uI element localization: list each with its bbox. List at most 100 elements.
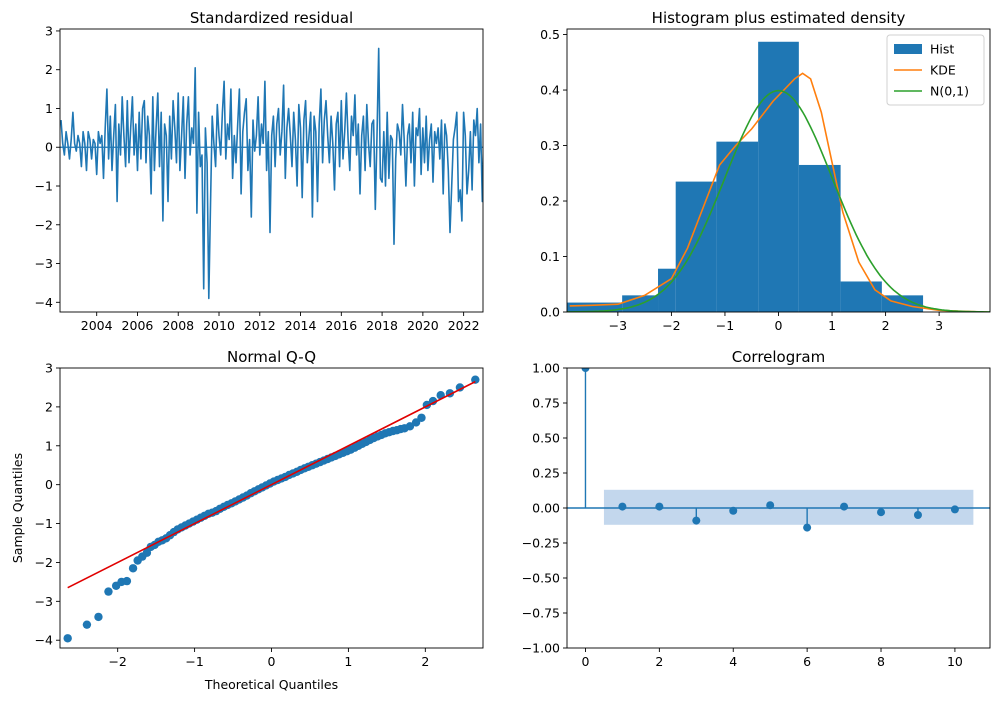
y-tick-label: −2 [35, 217, 53, 232]
normal-density-line [567, 89, 990, 312]
qq-point [94, 612, 103, 622]
qq-point [63, 634, 72, 643]
histogram-bar [675, 181, 717, 312]
y-tick-label: 1.00 [532, 361, 560, 376]
x-tick-label: 1 [828, 318, 836, 333]
y-tick-label: 2 [45, 62, 53, 77]
x-tick-label: −3 [609, 318, 627, 333]
y-tick-label: 0.5 [540, 27, 560, 42]
y-tick-label: −4 [35, 633, 53, 648]
y-tick-label: 0.1 [540, 249, 560, 264]
qq-point [428, 396, 438, 406]
histogram-bar [758, 41, 799, 312]
histogram-bar [840, 281, 882, 312]
acf-marker [729, 506, 738, 515]
y-tick-label: 0.4 [540, 83, 560, 98]
acf-marker [655, 502, 664, 511]
kde-line [569, 72, 988, 312]
y-tick-label: −3 [35, 256, 53, 271]
y-tick-label: −0.50 [522, 571, 560, 586]
plot-area [567, 41, 990, 312]
acf-marker [692, 516, 701, 525]
y-tick-label: 0.50 [532, 431, 560, 446]
reference-line [67, 380, 476, 589]
y-tick-label: −4 [35, 295, 53, 310]
x-tick-label: 0 [775, 318, 783, 333]
qq-point [405, 422, 415, 431]
x-tick-label: 4 [729, 654, 737, 669]
x-tick-label: 0 [268, 654, 276, 669]
x-tick-label: −2 [662, 318, 680, 333]
y-tick-label: −1 [35, 516, 53, 531]
qq-point [122, 576, 132, 586]
y-tick-label: −1 [35, 179, 53, 194]
y-tick-label: 0 [45, 140, 53, 155]
y-tick-label: 2 [45, 399, 53, 414]
axes-frame [59, 28, 484, 313]
x-tick-label: 0 [581, 654, 589, 669]
histogram-bar [798, 164, 841, 312]
x-tick-label: −1 [185, 654, 203, 669]
x-axis-label: Theoretical Quantiles [204, 677, 338, 692]
legend-entry: KDE [930, 63, 956, 78]
x-tick-label: 2016 [325, 318, 357, 333]
plot-area [60, 47, 483, 300]
y-tick-label: −1.00 [522, 641, 560, 656]
acf-marker [913, 511, 922, 519]
panel-3: −2 −1 0 1 2 −4 −3 −2 −1 0 1 2 3 Normal Q-Q Theoretical… [10, 348, 484, 692]
residual-series-line [60, 47, 483, 300]
panel-2: −3 −2 −1 0 1 2 3 0.0 0.1 0.2 0.3 0.4 0.5 Histogram pl… [540, 9, 991, 333]
chart-title: Normal Q-Q [227, 348, 316, 366]
qq-point [104, 587, 113, 596]
plot-area [63, 375, 480, 643]
y-tick-label: 0.2 [540, 194, 560, 209]
y-tick-label: −3 [35, 594, 53, 609]
x-tick-label: 2008 [162, 318, 194, 333]
acf-marker [877, 508, 886, 517]
panel-1: 2004 2006 2008 2010 2012 2014 2016 2018 2020 2022… [35, 9, 484, 333]
chart-title: Histogram plus estimated density [652, 9, 906, 27]
x-tick-label: 2012 [244, 318, 276, 333]
y-tick-label: 1 [45, 101, 53, 116]
x-tick-label: 2020 [407, 318, 439, 333]
chart-title: Correlogram [732, 348, 825, 366]
y-tick-label: −0.25 [522, 536, 560, 551]
y-tick-label: 3 [45, 23, 53, 38]
qq-point [82, 620, 92, 629]
acf-marker [803, 523, 812, 532]
y-tick-label: 0.75 [532, 396, 560, 411]
x-tick-label: −2 [108, 654, 126, 669]
x-tick-label: −1 [716, 318, 734, 333]
histogram-bar [567, 302, 623, 312]
x-tick-label: 2006 [122, 318, 154, 333]
x-tick-label: 2022 [448, 318, 480, 333]
x-tick-label: 1 [344, 654, 352, 669]
x-tick-label: 2014 [285, 318, 317, 333]
qq-point [471, 375, 480, 384]
x-tick-label: 3 [935, 318, 943, 333]
panel-4: 0 2 4 6 8 10 −1.00 −0.75 −0.50 −0.25 0.00 0.25 0.50 0… [522, 348, 991, 669]
y-tick-label: −0.75 [522, 606, 560, 621]
plot-area [567, 368, 990, 532]
x-tick-label: 2 [882, 318, 890, 333]
x-tick-label: 6 [803, 654, 811, 669]
x-tick-label: 2004 [81, 318, 113, 333]
legend: Hist KDE N(0,1) [886, 34, 985, 106]
qq-point [128, 564, 138, 573]
y-tick-label: 0.3 [540, 138, 560, 153]
legend-swatch-hist [894, 44, 922, 54]
chart-title: Standardized residual [190, 9, 353, 27]
x-tick-label: 2018 [366, 318, 398, 333]
y-tick-label: 1 [45, 438, 53, 453]
x-tick-label: 8 [877, 654, 885, 669]
y-tick-label: −2 [35, 555, 53, 570]
x-tick-label: 2010 [203, 318, 235, 333]
x-tick-label: 2 [421, 654, 429, 669]
acf-marker [950, 505, 959, 514]
acf-marker [618, 502, 627, 511]
y-axis-label: Sample Quantiles [10, 453, 25, 563]
qq-point [455, 383, 465, 392]
y-tick-label: 0.25 [532, 466, 560, 481]
y-tick-label: 0 [45, 477, 53, 492]
